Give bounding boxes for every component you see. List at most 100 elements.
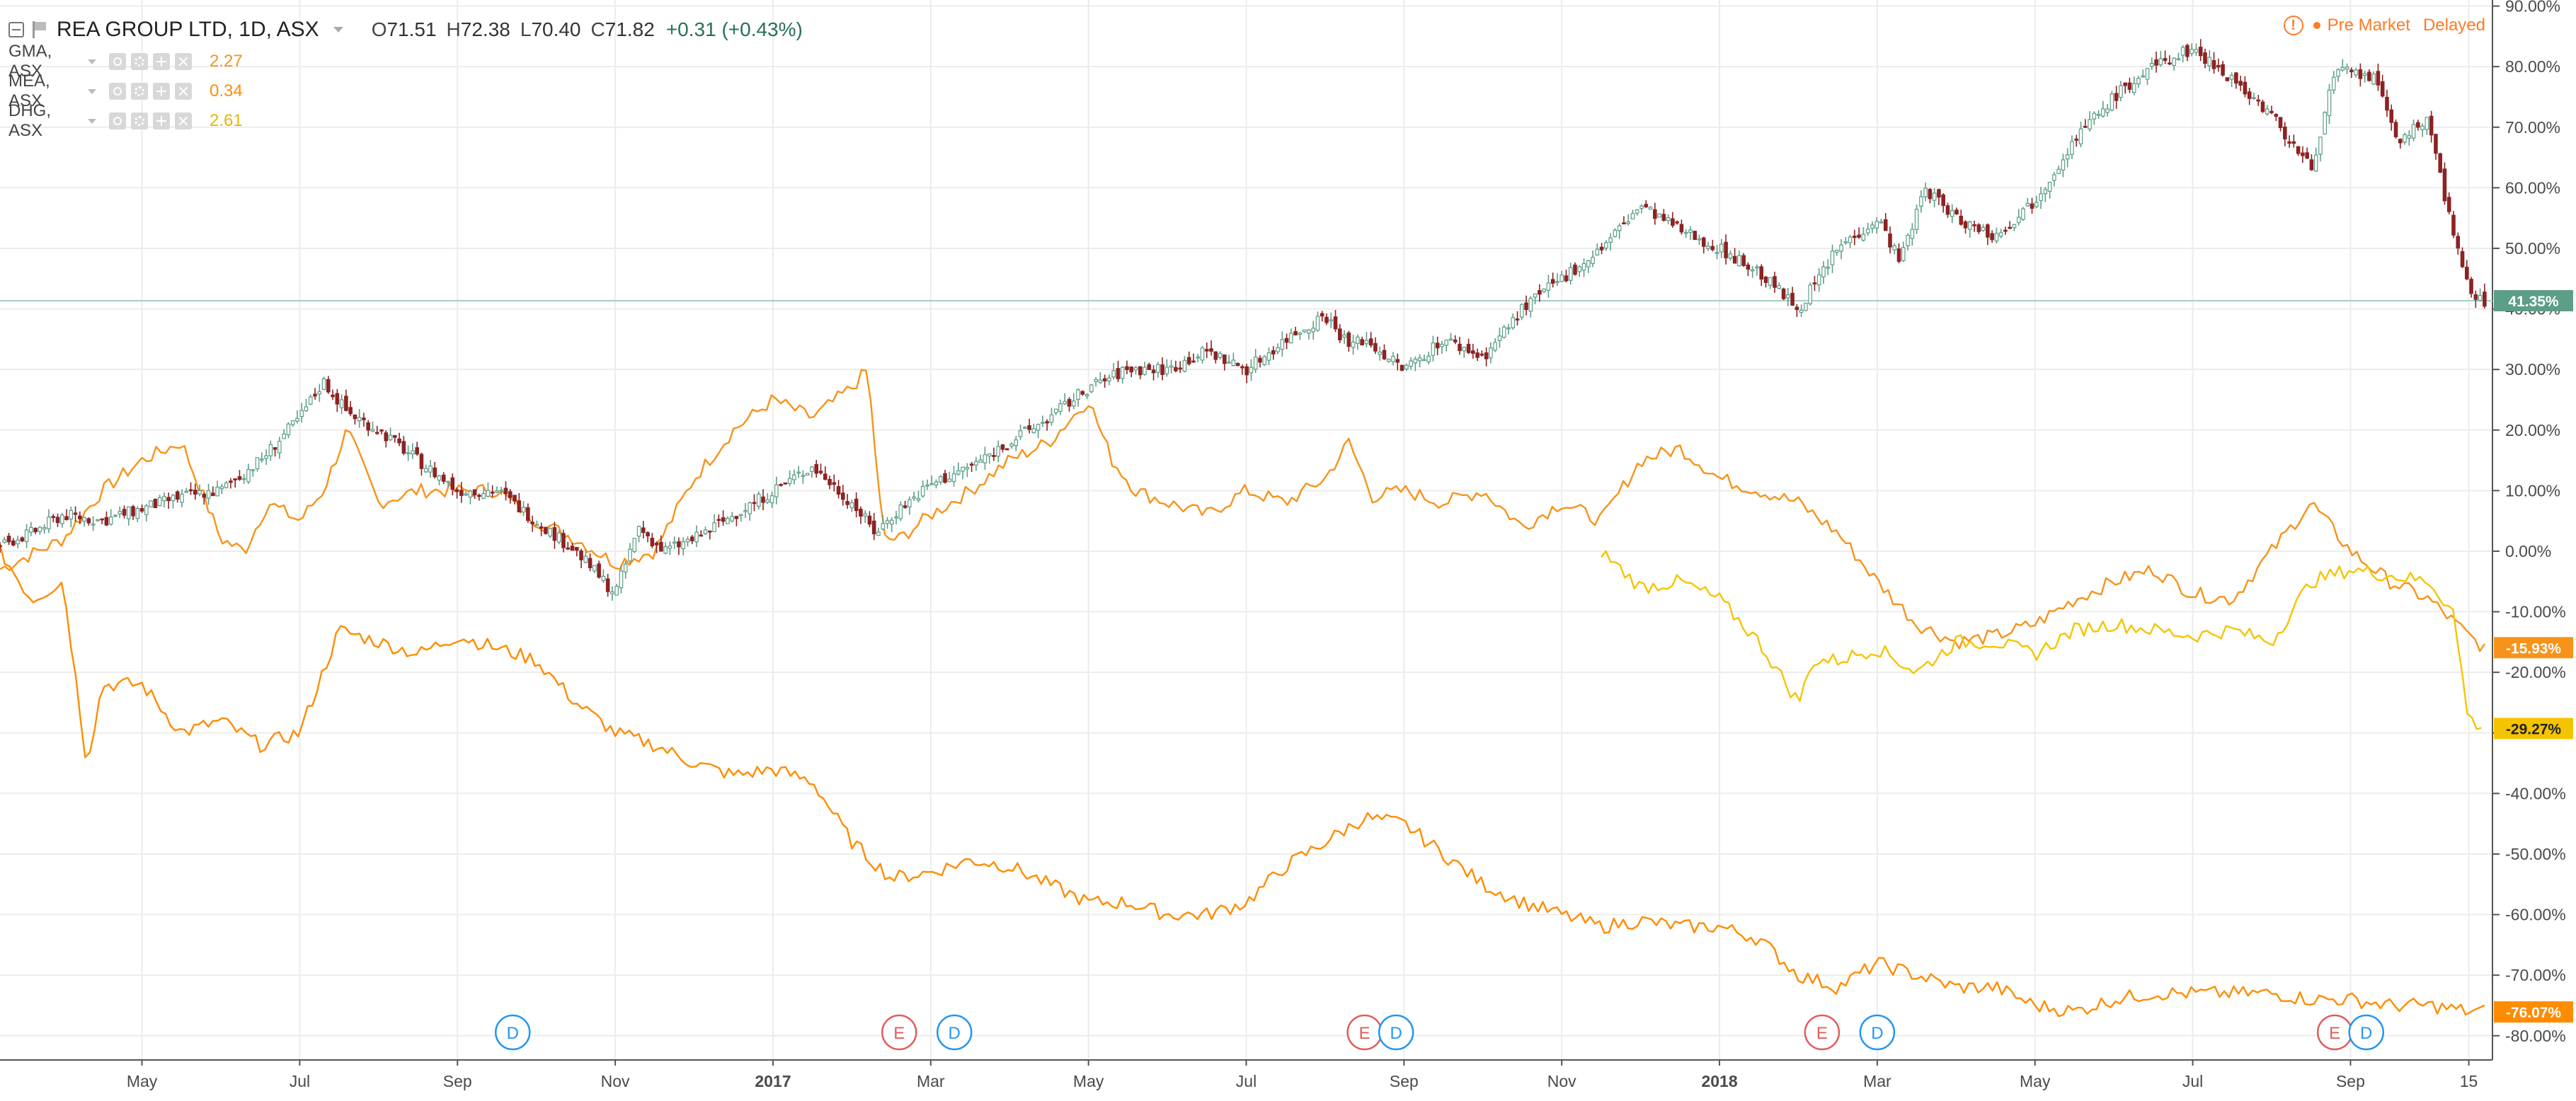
candle-body[interactable] [1608,237,1613,243]
candle-body[interactable] [2327,89,2332,116]
candle-body[interactable] [628,548,632,562]
candle-body[interactable] [1790,292,1794,306]
candle-body[interactable] [636,526,641,537]
candle-body[interactable] [521,507,526,513]
candle-body[interactable] [539,526,544,529]
gear-icon[interactable] [131,83,148,100]
candle-body[interactable] [1928,189,1933,200]
candle-body[interactable] [490,491,495,494]
candle-body[interactable] [1320,313,1324,317]
candle-body[interactable] [20,537,25,542]
candle-body[interactable] [1196,356,1201,359]
candle-body[interactable] [925,484,929,487]
candle-body[interactable] [1253,357,1258,370]
candle-body[interactable] [1218,352,1223,358]
candle-body[interactable] [299,410,304,417]
candle-body[interactable] [938,476,943,483]
candle-body[interactable] [1542,288,1546,292]
candle-body[interactable] [1249,367,1254,374]
main-series-title[interactable]: REA GROUP LTD, 1D, ASX [57,18,319,41]
candle-body[interactable] [153,498,158,509]
candle-body[interactable] [574,547,579,551]
candle-body[interactable] [277,441,282,454]
candle-body[interactable] [2034,202,2039,207]
candle-body[interactable] [2442,168,2447,202]
comparison-symbol[interactable]: GMA, ASX [8,42,52,81]
candle-body[interactable] [1493,342,1497,351]
candle-body[interactable] [215,486,219,497]
candle-body[interactable] [2110,93,2114,111]
candle-body[interactable] [987,453,992,456]
candle-body[interactable] [513,495,517,502]
candle-body[interactable] [508,491,513,498]
candle-body[interactable] [139,507,144,512]
candle-body[interactable] [2451,214,2456,236]
candle-body[interactable] [384,432,389,442]
candle-body[interactable] [1626,221,1631,224]
candle-body[interactable] [570,546,575,551]
candle-body[interactable] [1223,354,1227,364]
candle-body[interactable] [0,545,2,548]
candle-body[interactable] [1373,342,1378,352]
candle-body[interactable] [1715,252,1719,254]
candle-body[interactable] [1697,238,1702,241]
candle-body[interactable] [2438,153,2442,173]
candle-body[interactable] [1431,342,1436,356]
candle-body[interactable] [1014,439,1019,446]
candle-body[interactable] [943,473,947,483]
candle-body[interactable] [1240,366,1244,369]
candle-body[interactable] [393,434,397,438]
candle-body[interactable] [1808,284,1812,304]
candle-body[interactable] [1923,188,1928,197]
candle-body[interactable] [1998,232,2003,237]
candle-body[interactable] [188,489,193,492]
candle-body[interactable] [1169,365,1174,368]
candle-body[interactable] [2278,117,2283,128]
candle-body[interactable] [2269,110,2274,113]
candle-body[interactable] [241,478,246,480]
candle-body[interactable] [1399,364,1404,371]
close-icon[interactable] [175,113,192,129]
eye-icon[interactable] [109,53,126,70]
candle-body[interactable] [623,563,628,573]
candle-body[interactable] [486,490,491,497]
candle-body[interactable] [237,476,242,480]
candle-body[interactable] [2145,68,2150,80]
candle-body[interactable] [1812,282,1817,284]
candle-body[interactable] [1395,359,1400,363]
candle-body[interactable] [1635,209,1639,214]
candle-body[interactable] [401,441,406,454]
candle-body[interactable] [534,524,539,526]
candle-body[interactable] [2256,99,2261,102]
candle-body[interactable] [1737,255,1741,267]
candle-body[interactable] [251,469,256,471]
candle-body[interactable] [1462,347,1467,352]
candle-body[interactable] [1826,266,1831,269]
candle-body[interactable] [2464,267,2469,279]
candle-body[interactable] [246,468,251,483]
candle-body[interactable] [1031,428,1036,434]
candle-body[interactable] [229,480,233,483]
candle-body[interactable] [82,517,86,522]
candle-body[interactable] [699,534,704,537]
candle-body[interactable] [845,501,849,505]
candle-body[interactable] [2425,117,2429,130]
candle-body[interactable] [1515,318,1520,321]
candle-body[interactable] [64,516,69,520]
candle-body[interactable] [1307,329,1311,334]
candle-body[interactable] [1519,304,1524,318]
candle-body[interactable] [908,499,912,508]
candle-body[interactable] [96,519,100,521]
candle-body[interactable] [1613,229,1618,237]
candle-body[interactable] [1986,224,1990,238]
candle-body[interactable] [55,517,60,524]
candle-body[interactable] [2065,154,2070,160]
candle-body[interactable] [286,423,291,436]
candle-body[interactable] [1289,333,1293,344]
candle-body[interactable] [2473,294,2478,300]
candle-body[interactable] [983,454,988,463]
candle-body[interactable] [2385,96,2389,111]
candle-body[interactable] [348,407,353,415]
candle-body[interactable] [726,517,730,524]
